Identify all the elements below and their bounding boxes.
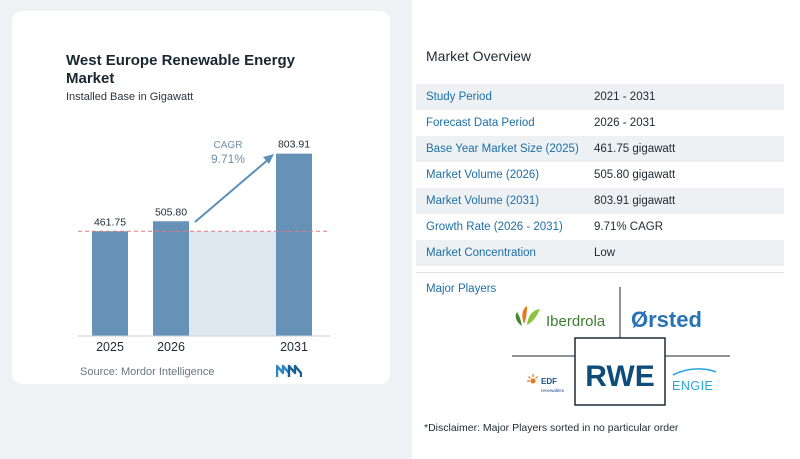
overview-row-value: 505.80 gigawatt: [594, 169, 676, 181]
orsted-logo-text: Ørsted: [631, 307, 702, 332]
engie-logo-text: ENGIE: [672, 379, 713, 393]
major-players-title: Major Players: [426, 283, 497, 295]
overview-row-label: Forecast Data Period: [426, 117, 535, 129]
engie-arc-icon: [672, 368, 717, 376]
overview-row-value: 2021 - 2031: [594, 91, 656, 103]
chart-subtitle: Installed Base in Gigawatt: [66, 91, 194, 103]
overview-row-label: Market Concentration: [426, 247, 536, 259]
bar: [92, 231, 128, 336]
overview-row-value: Low: [594, 247, 616, 259]
cagr-arrowhead: [263, 154, 274, 164]
rwe-logo-text: RWE: [585, 360, 654, 393]
divider: [416, 272, 784, 273]
cagr-label: CAGR: [214, 140, 243, 151]
overview-row: Market Volume (2031) 803.91 gigawatt: [416, 188, 784, 214]
bar-value-label: 803.91: [278, 139, 310, 151]
cagr-value: 9.71%: [211, 152, 245, 166]
overview-row-label: Growth Rate (2026 - 2031): [426, 221, 563, 233]
iberdrola-leaf-icon: [515, 306, 540, 326]
source-text: Source: Mordor Intelligence: [80, 366, 215, 378]
overview-row: Growth Rate (2026 - 2031) 9.71% CAGR: [416, 214, 784, 240]
overview-row-label: Study Period: [426, 91, 492, 103]
bar-value-label: 461.75: [94, 216, 126, 228]
overview-row-value: 2026 - 2031: [594, 117, 656, 129]
bar: [276, 153, 312, 336]
forecast-band: [189, 231, 276, 336]
x-tick-label: 2025: [96, 340, 124, 354]
rwe-logo-box: [574, 337, 666, 406]
market-overview-title: Market Overview: [426, 48, 532, 64]
overview-row: Market Volume (2026) 505.80 gigawatt: [416, 162, 784, 188]
iberdrola-logo-text: Iberdrola: [546, 313, 606, 330]
edf-logo-text: EDF: [541, 377, 557, 386]
overview-row-value: 461.75 gigawatt: [594, 143, 676, 155]
overview-row: Market Concentration Low: [416, 240, 784, 266]
cagr-arrow: [194, 157, 271, 223]
overview-row: Base Year Market Size (2025) 461.75 gigaw…: [416, 136, 784, 162]
overview-row-label: Base Year Market Size (2025): [426, 143, 579, 155]
overview-row-label: Market Volume (2026): [426, 169, 540, 181]
mordor-intelligence-logo-icon: [276, 364, 302, 377]
edf-sun-icon: [527, 374, 538, 384]
bar: [153, 221, 189, 336]
chart-title: West Europe Renewable Energy Market: [66, 52, 295, 87]
edf-logo-subtext: renewables: [541, 388, 565, 393]
overview-row: Forecast Data Period 2026 - 2031: [416, 110, 784, 136]
overview-row-label: Market Volume (2031): [426, 195, 540, 207]
overview-row-value: 9.71% CAGR: [594, 221, 664, 233]
bar-value-label: 505.80: [155, 206, 187, 218]
x-tick-label: 2026: [157, 340, 185, 354]
overview-row-value: 803.91 gigawatt: [594, 195, 676, 207]
disclaimer-text: *Disclaimer: Major Players sorted in no …: [424, 422, 679, 434]
market-overview-table: Study Period 2021 - 2031 Forecast Data Per…: [416, 84, 784, 266]
x-tick-label: 2031: [280, 340, 308, 354]
overview-row: Study Period 2021 - 2031: [416, 84, 784, 110]
